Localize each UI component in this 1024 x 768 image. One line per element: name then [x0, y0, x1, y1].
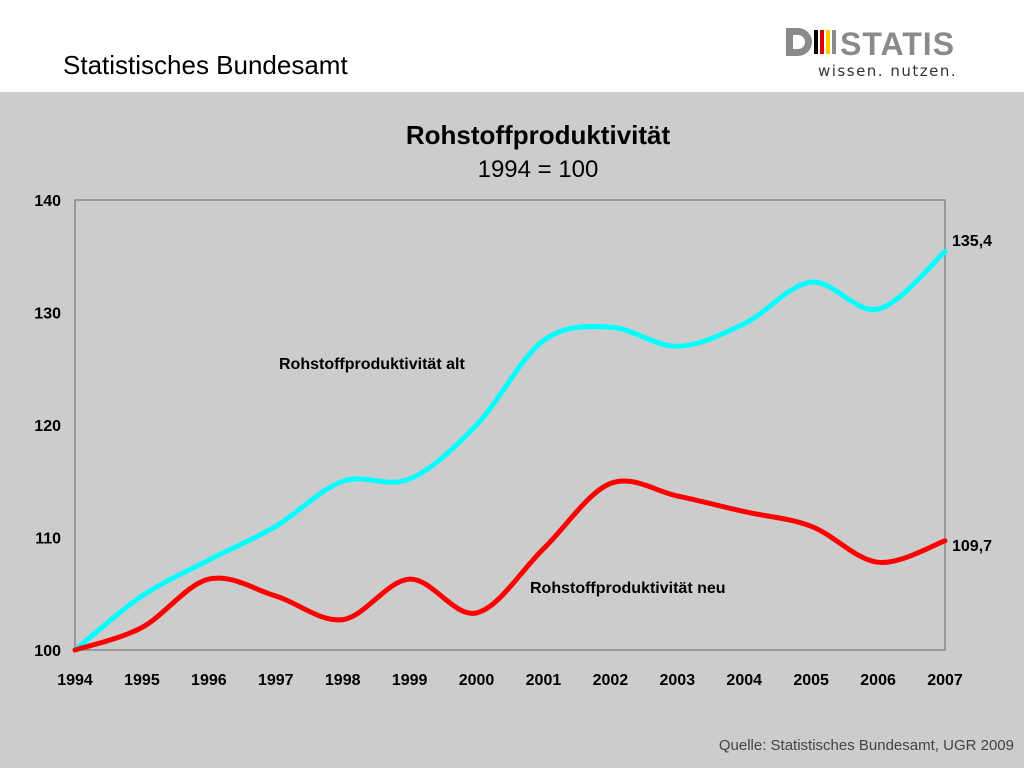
header: Statistisches Bundesamt STATIS wissen. n…: [0, 0, 1024, 92]
logo-bar-red: [820, 30, 824, 54]
x-tick-label: 2000: [459, 672, 495, 689]
x-tick-label: 1995: [124, 672, 160, 689]
x-tick-label: 2006: [860, 672, 896, 689]
x-axis: 1994 1995 1996 1997 1998 1999 2000 2001 2002 2003…: [57, 672, 963, 689]
x-tick-label: 2005: [793, 672, 829, 689]
destatis-logo: STATIS wissen. nutzen.: [786, 26, 957, 80]
x-tick-label: 2003: [660, 672, 696, 689]
x-tick-label: 1997: [258, 672, 294, 689]
y-tick-label: 110: [35, 531, 61, 548]
chart-title: Rohstoffproduktivität: [405, 120, 671, 150]
x-tick-label: 2002: [593, 672, 629, 689]
series-line-alt: [72, 249, 948, 653]
logo-bar-gray: [832, 30, 836, 54]
end-label-neu: 109,7: [952, 538, 992, 555]
source-note: Quelle: Statistisches Bundesamt, UGR 200…: [718, 737, 1014, 754]
y-tick-label: 140: [34, 193, 61, 210]
y-tick-label: 120: [34, 418, 61, 435]
end-label-alt: 135,4: [952, 233, 992, 250]
logo-tagline: wissen. nutzen.: [818, 62, 957, 80]
y-axis: 100 110 120 130 140: [34, 193, 61, 660]
logo-bar-black: [814, 30, 818, 54]
chart-subtitle: 1994 = 100: [477, 156, 599, 183]
logo-text: STATIS: [840, 26, 955, 62]
plot-area: [74, 199, 946, 651]
logo-letter-d: [786, 28, 812, 56]
x-tick-label: 1998: [325, 672, 361, 689]
chart-background: [0, 92, 1024, 768]
y-tick-label: 100: [34, 643, 61, 660]
y-tick-label: 130: [34, 306, 61, 323]
series-lines: [72, 249, 948, 653]
logo-bar-yellow: [826, 30, 830, 54]
x-tick-label: 1994: [57, 672, 93, 689]
series-label-neu: Rohstoffproduktivität neu: [530, 580, 726, 597]
series-line-neu: [72, 478, 948, 653]
header-title: Statistisches Bundesamt: [63, 50, 348, 80]
logo-wordmark: STATIS wissen. nutzen.: [786, 26, 957, 80]
x-tick-label: 1999: [392, 672, 428, 689]
x-tick-label: 1996: [191, 672, 227, 689]
x-tick-label: 2001: [526, 672, 562, 689]
x-tick-label: 2004: [726, 672, 762, 689]
x-tick-label: 2007: [927, 672, 963, 689]
series-label-alt: Rohstoffproduktivität alt: [279, 356, 465, 373]
